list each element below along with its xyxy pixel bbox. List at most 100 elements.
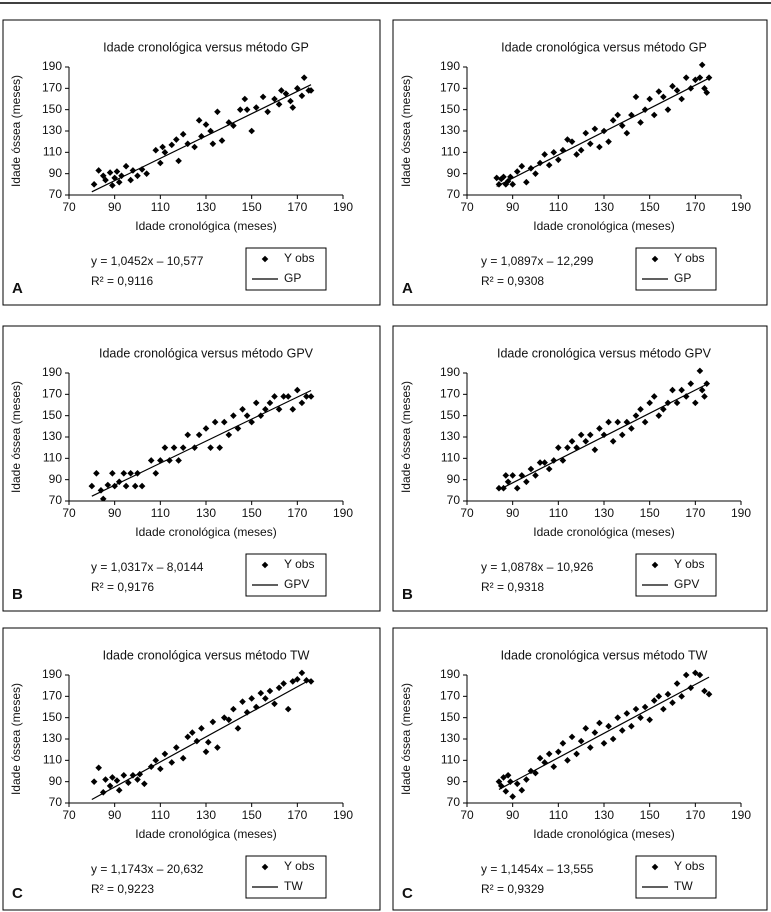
data-point [209,718,217,726]
data-point [141,780,148,788]
data-point [159,143,166,151]
chart-panel: Idade cronológica versus método GP 70 90 11… [392,19,768,306]
data-point [559,457,567,464]
data-point [202,121,210,128]
plot-area [495,669,713,800]
data-point [509,793,516,800]
data-point [161,444,169,451]
data-point [673,87,681,94]
data-point [127,469,134,477]
x-tick-label: 110 [549,200,568,214]
data-point [609,735,617,743]
legend-marker [261,255,269,263]
data-point [99,495,107,501]
data-point [303,393,310,400]
panel-frame [2,325,381,612]
data-point [678,95,685,103]
r-squared: R² = 0,9329 [481,882,544,896]
data-point [104,481,112,489]
data-point [225,716,233,724]
data-point [262,405,269,413]
y-tick-label: 110 [441,145,460,159]
data-point [248,418,255,426]
data-point [664,399,672,407]
trend-line [498,382,710,491]
y-tick-label: 90 [447,472,461,486]
data-point [102,776,109,783]
data-point [596,719,603,727]
data-point [609,117,617,124]
y-tick-label: 190 [440,667,460,681]
data-point [289,405,297,413]
data-point [129,167,137,174]
legend-label: Y obs [284,557,314,571]
x-tick-label: 130 [196,200,216,214]
x-tick-label: 90 [506,506,520,520]
data-point [600,431,608,439]
data-point [204,738,212,746]
data-point [513,484,521,492]
y-tick-label: 170 [42,387,62,401]
data-point [170,444,178,451]
chart-panel: Idade cronológica versus método GP 70 90 11… [2,19,381,306]
x-tick-label: 170 [287,200,307,214]
data-point [230,705,237,713]
y-tick-label: 70 [49,493,63,507]
data-point [111,174,118,182]
data-point [623,129,631,137]
x-tick-label: 150 [640,200,660,214]
data-point [147,457,155,464]
data-point [545,161,553,169]
data-point [271,95,278,103]
chart-title: Idade cronológica versus método GPV [99,346,314,360]
plot-area [493,61,713,188]
data-point [90,181,98,188]
data-point [157,457,164,464]
panel-frame [2,627,381,911]
data-point [243,412,251,419]
data-point [628,722,635,730]
data-point [280,393,287,400]
data-point [698,61,706,69]
data-point [230,412,237,419]
data-point [655,693,663,700]
data-point [523,776,530,783]
x-tick-label: 130 [196,808,216,822]
data-point [696,367,704,375]
data-point [168,141,176,149]
data-point [202,748,210,756]
data-point [618,122,626,129]
x-axis-label: Idade cronológica (meses) [135,525,276,539]
legend-label: Y obs [674,859,704,873]
data-point [573,151,580,158]
plot-area [90,74,315,193]
data-point [623,710,631,717]
data-point [248,127,255,135]
data-point [632,93,640,101]
data-point [545,465,553,473]
panel-frame [392,19,768,306]
data-point [628,425,635,432]
regression-equation: y = 1,0317x – 8,0144 [91,560,204,574]
data-point [138,482,146,490]
legend-label: GP [674,271,691,285]
data-point [504,478,512,486]
data-point [646,399,653,407]
data-point [637,405,644,413]
panel-letter: C [402,885,413,902]
y-tick-label: 130 [42,429,62,443]
x-tick-label: 90 [506,200,520,214]
panel-frame [2,19,381,306]
data-point [532,170,539,177]
x-tick-label: 110 [151,808,170,822]
data-point [605,138,612,145]
data-point [550,149,558,156]
data-point [259,93,267,101]
data-point [568,437,576,445]
data-point [513,780,521,788]
y-tick-label: 190 [440,365,460,379]
legend-label: Y obs [674,557,704,571]
data-point [507,778,514,785]
data-point [266,687,274,695]
data-point [532,769,539,777]
